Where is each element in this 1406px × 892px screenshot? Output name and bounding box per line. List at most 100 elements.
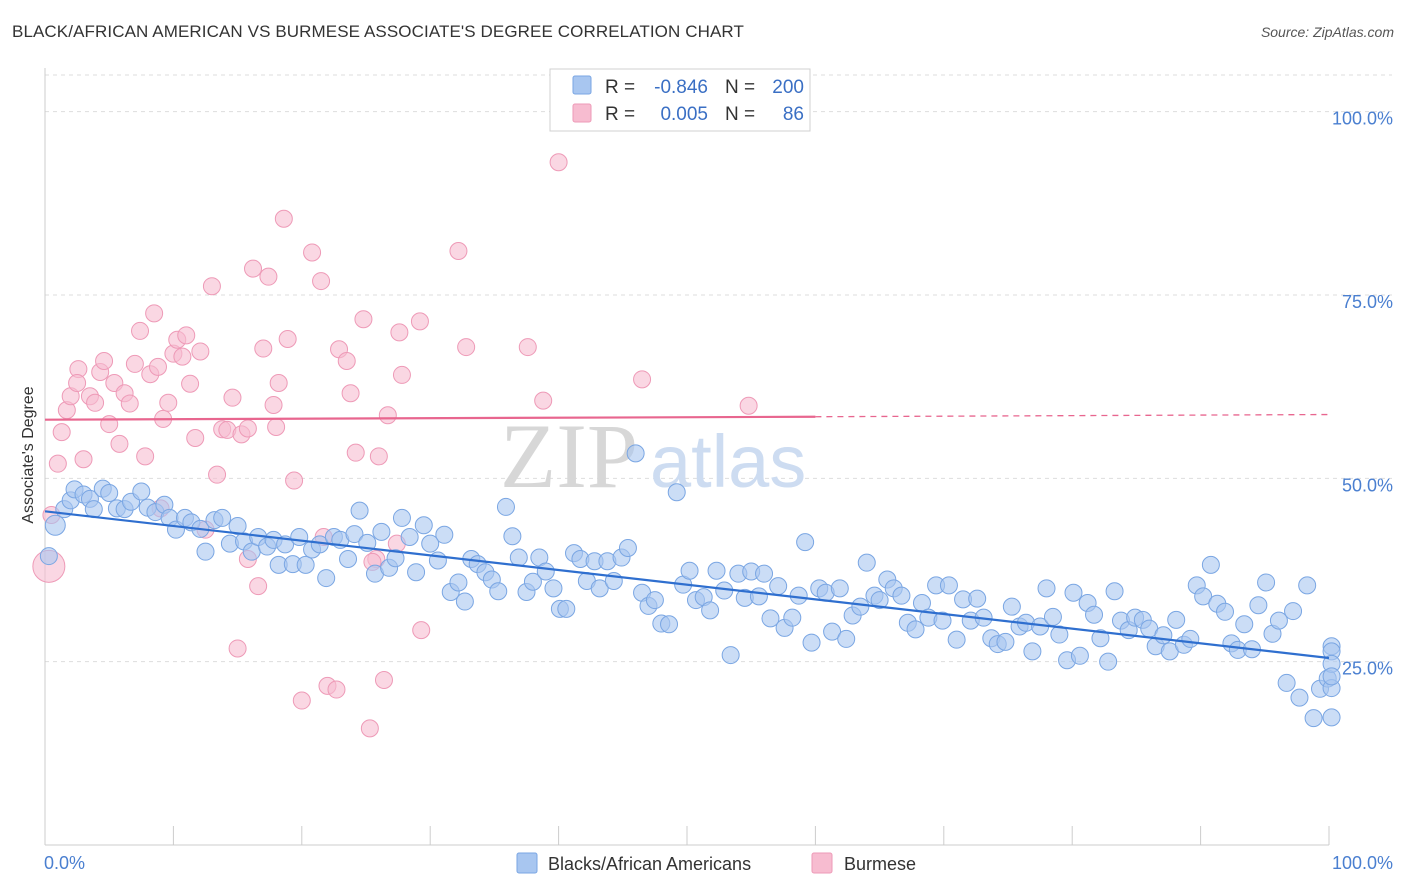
burmese-point [374,671,393,689]
blacks-point [933,611,952,630]
blacks-point [489,582,508,601]
blacks-point [1105,582,1124,601]
burmese-point [346,443,365,462]
burmese-point [148,357,167,376]
stats-blue-n-value: 200 [772,77,804,98]
watermark: ZIP atlas [500,405,806,507]
x-tick-label-max: 100.0% [1332,853,1393,873]
blacks-point [783,608,802,627]
blacks-point [296,555,315,574]
burmese-point [186,429,205,447]
burmese-point [228,639,247,658]
blacks-point [496,497,515,516]
burmese-point [202,277,221,296]
burmese-point [392,365,411,384]
blacks-point [1023,642,1042,661]
stats-blue-swatch [572,75,592,95]
burmese-point [95,352,114,370]
blacks-point [1154,626,1173,645]
y-tick-label: 50.0% [1342,475,1393,495]
blacks-point [968,589,987,608]
burmese-point [292,691,311,710]
blacks-point [1257,573,1276,592]
blacks-point [503,527,522,546]
stats-box-frame [549,68,811,132]
blacks-point [350,501,369,520]
burmese-point [249,577,268,596]
burmese-point [208,465,227,484]
stats-pink-n-value: 86 [783,104,804,125]
y-axis-label: Associate's Degree [20,386,37,523]
blacks-point [1322,708,1341,727]
burmese-point [739,396,758,415]
stats-blue-r-label: R = [605,77,635,98]
stats-pink-r-label: R = [605,104,635,125]
burmese-point [68,374,87,392]
blacks-point [1181,629,1200,648]
legend-pink-label: Burmese [844,854,916,874]
blacks-point [1091,629,1110,648]
blacks-point [1085,605,1104,624]
burmese-point [254,339,273,358]
blacks-point [290,528,309,546]
blacks-point [1304,709,1323,728]
blacks-point [1043,607,1062,626]
burmese-point [48,454,67,473]
blacks-point [618,539,637,557]
burmese-point [412,621,431,640]
burmese-point [52,423,71,442]
stats-pink-n-label: N = [725,104,755,125]
blacks-point [1215,602,1234,621]
burmese-point [327,680,346,699]
blacks-point [1050,625,1069,644]
blacks-point [749,587,768,606]
blacks-point [339,550,358,568]
burmese-point [74,450,93,469]
blacks-point [1277,673,1296,692]
burmese-trend-line [44,415,816,421]
blacks-point [100,484,119,502]
blacks-point [802,633,821,652]
legend-blue-swatch [516,852,538,874]
burmese-point [136,447,155,466]
blacks-point [196,542,215,561]
burmese-point [369,447,388,466]
trend-lines [44,413,1330,660]
stats-box: R = -0.846 N = 200 R = 0.005 N = 86 [549,68,811,132]
burmese-point [534,391,553,410]
legend-pink-swatch [811,852,833,874]
burmese-point [267,418,286,436]
y-tick-label: 100.0% [1332,109,1393,129]
blacks-point [544,579,563,598]
blacks-point [939,576,958,595]
blacks-point [1201,555,1220,574]
blacks-point [667,483,686,502]
burmese-point [378,406,397,425]
burmese-point [278,330,297,348]
blacks-point [1167,610,1186,629]
watermark-zip: ZIP [500,405,638,507]
blacks-point [660,615,679,634]
burmese-point [131,321,150,340]
burmese-point [120,394,139,413]
burmese-point [360,719,379,738]
blacks-point [680,561,699,580]
x-tick-label-min: 0.0% [44,853,85,873]
burmese-point [145,304,164,323]
burmese-point [100,415,119,434]
stats-pink-r-value: 0.005 [660,104,708,125]
chart-title: BLACK/AFRICAN AMERICAN VS BURMESE ASSOCI… [12,22,744,41]
blacks-point [1322,667,1341,686]
burmese-point [125,354,144,373]
blacks-point [435,525,454,544]
burmese-point [264,396,283,414]
blacks-points [39,444,1341,728]
blacks-point [645,591,664,610]
blacks-point [1070,646,1089,665]
blacks-point [1284,602,1303,621]
blacks-point [228,517,247,535]
blacks-point [557,599,576,618]
burmese-point [312,272,331,291]
burmese-point [159,393,178,412]
